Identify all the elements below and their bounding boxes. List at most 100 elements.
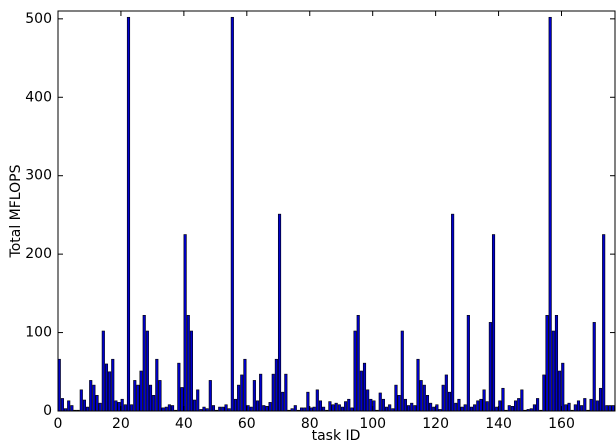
bar bbox=[545, 315, 549, 412]
bar bbox=[202, 406, 206, 412]
bar bbox=[67, 400, 71, 412]
bar bbox=[86, 406, 90, 412]
bar bbox=[592, 322, 596, 412]
bar bbox=[180, 387, 184, 412]
bar bbox=[602, 234, 606, 412]
bar bbox=[425, 395, 430, 412]
bar bbox=[233, 398, 238, 412]
bar bbox=[479, 398, 483, 412]
bar bbox=[384, 406, 389, 412]
bar bbox=[312, 406, 316, 412]
bar bbox=[315, 389, 319, 412]
bar bbox=[403, 398, 407, 412]
y-tick-label: 300 bbox=[25, 168, 52, 184]
bar bbox=[608, 405, 612, 412]
bar bbox=[488, 322, 492, 412]
bar bbox=[482, 389, 486, 412]
bar bbox=[573, 404, 577, 412]
bar bbox=[183, 234, 187, 412]
bar bbox=[123, 404, 127, 412]
bar bbox=[564, 404, 568, 412]
bar bbox=[422, 384, 426, 412]
bar bbox=[510, 405, 514, 412]
bar bbox=[432, 406, 436, 412]
bar bbox=[400, 330, 404, 412]
bar bbox=[158, 380, 162, 412]
bar bbox=[114, 400, 118, 412]
x-tick-label: 40 bbox=[175, 416, 193, 432]
bar bbox=[441, 384, 445, 412]
y-tick-label: 100 bbox=[25, 325, 52, 341]
bar bbox=[485, 401, 489, 412]
bar bbox=[108, 371, 112, 412]
bar bbox=[117, 402, 121, 412]
bar bbox=[513, 400, 518, 412]
bar bbox=[111, 358, 115, 412]
bar bbox=[167, 404, 171, 412]
x-tick-label: 80 bbox=[301, 416, 319, 432]
bar bbox=[501, 387, 505, 412]
x-tick-label: 0 bbox=[54, 416, 63, 432]
bar bbox=[369, 398, 373, 412]
bar bbox=[177, 362, 181, 412]
bar bbox=[95, 395, 99, 412]
bar bbox=[139, 370, 143, 412]
bar bbox=[322, 406, 326, 412]
bar bbox=[211, 405, 216, 412]
bar bbox=[89, 380, 93, 412]
bar bbox=[580, 405, 584, 412]
bar bbox=[79, 389, 83, 412]
bar bbox=[463, 404, 467, 412]
bar bbox=[454, 402, 458, 412]
bar bbox=[221, 406, 225, 412]
x-tick-label: 20 bbox=[112, 416, 130, 432]
y-axis-label: Total MFLOPS bbox=[8, 164, 24, 258]
bar bbox=[353, 330, 357, 412]
bar bbox=[318, 400, 323, 412]
bar bbox=[507, 405, 511, 412]
bar bbox=[378, 392, 382, 412]
bar bbox=[262, 405, 266, 412]
bar bbox=[170, 405, 175, 412]
bar bbox=[208, 380, 212, 412]
bar bbox=[611, 405, 615, 412]
y-tick-label: 200 bbox=[25, 246, 52, 262]
bar bbox=[265, 405, 269, 412]
bar bbox=[495, 406, 499, 412]
bar bbox=[133, 380, 137, 412]
bar bbox=[281, 391, 285, 412]
bar bbox=[155, 358, 159, 412]
bar bbox=[536, 398, 540, 412]
bar bbox=[551, 330, 555, 412]
bar bbox=[473, 404, 477, 412]
bar bbox=[407, 405, 411, 412]
bar bbox=[554, 315, 559, 412]
bar bbox=[186, 315, 190, 412]
bar bbox=[277, 213, 282, 412]
bar bbox=[397, 395, 401, 412]
bar bbox=[347, 398, 351, 412]
bar bbox=[558, 370, 562, 412]
bar bbox=[429, 402, 433, 412]
bar bbox=[218, 406, 222, 412]
bar bbox=[410, 402, 414, 412]
bar bbox=[517, 398, 521, 412]
bar bbox=[196, 389, 200, 412]
x-tick-label: 120 bbox=[422, 416, 449, 432]
bar bbox=[306, 391, 310, 412]
bar bbox=[193, 399, 197, 412]
bar bbox=[413, 405, 417, 412]
bar bbox=[60, 398, 64, 412]
y-tick-label: 500 bbox=[25, 11, 52, 27]
bar bbox=[249, 406, 253, 412]
x-tick-label: 100 bbox=[359, 416, 386, 432]
bar bbox=[126, 16, 131, 412]
bar bbox=[136, 384, 140, 412]
bar bbox=[344, 401, 348, 412]
x-axis-label: task ID bbox=[312, 428, 361, 443]
bar bbox=[362, 362, 367, 412]
bar bbox=[145, 330, 149, 412]
bar bbox=[460, 406, 464, 412]
bar bbox=[447, 391, 452, 412]
bar bbox=[92, 384, 96, 412]
